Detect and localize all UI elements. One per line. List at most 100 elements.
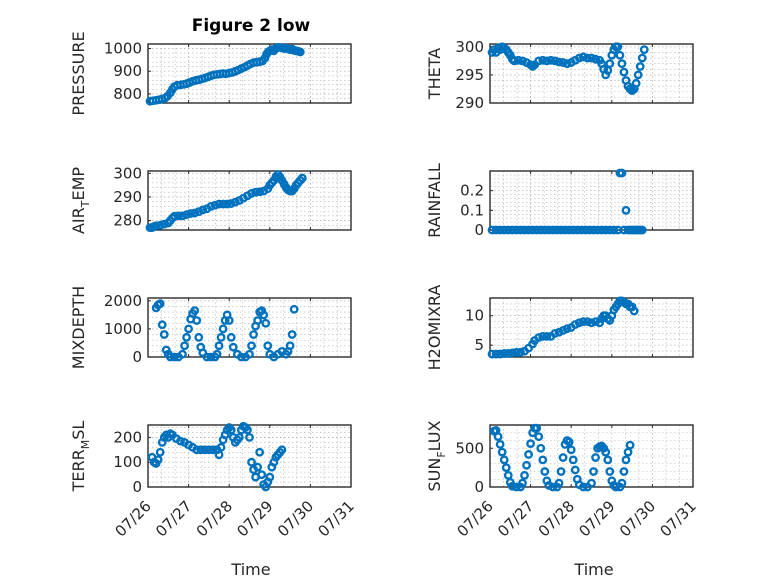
x-tick-label: 07/31 (315, 497, 358, 540)
data-point (253, 462, 263, 472)
data-point (153, 455, 163, 465)
data-point (516, 225, 525, 235)
y-axis-label-main: TERR (69, 449, 88, 492)
axes-background (147, 43, 352, 104)
data-point (487, 225, 497, 235)
x-tick-label: 07/27 (494, 497, 537, 540)
y-axis-label: SUNFLUX (425, 420, 448, 491)
subplot-h2omixra: 5 10 H2OMIXRA (425, 285, 694, 371)
data-point (534, 56, 544, 66)
data-point (184, 324, 194, 334)
data-point (583, 317, 592, 326)
data-point (204, 445, 214, 455)
data-point (285, 341, 295, 351)
data-point (522, 460, 531, 470)
x-tick-label: 07/30 (616, 497, 659, 540)
data-point (261, 318, 271, 328)
data-point (182, 332, 191, 342)
data-point (581, 225, 590, 235)
y-tick-label: 0 (474, 478, 484, 496)
data-point (629, 306, 639, 316)
data-point (226, 332, 236, 342)
data-point (536, 443, 546, 453)
data-point (155, 447, 165, 457)
data-point (196, 445, 206, 455)
data-point (570, 465, 580, 475)
y-axis-label-main: SUN (425, 458, 444, 492)
data-point (224, 316, 234, 325)
data-point (491, 349, 501, 359)
x-tick-label: 07/27 (152, 497, 195, 540)
data-point (487, 349, 497, 359)
data-point (578, 317, 588, 326)
data-point (587, 53, 596, 63)
data-point (540, 467, 550, 476)
y-tick-label: 500 (455, 439, 484, 457)
data-point (503, 225, 513, 235)
data-point (495, 349, 505, 359)
data-point (206, 201, 216, 211)
axes-background (489, 43, 694, 104)
y-tick-label: 200 (113, 428, 142, 446)
data-point (601, 225, 611, 235)
data-point (255, 447, 265, 457)
data-point (611, 482, 621, 492)
data-point (214, 341, 224, 351)
data-point (639, 45, 649, 55)
data-point (528, 225, 538, 235)
y-tick-label: 10 (465, 307, 484, 325)
data-point (572, 225, 582, 235)
y-axis-label: THETA (425, 48, 444, 100)
data-point (234, 432, 244, 442)
data-point (178, 211, 187, 221)
data-point (257, 470, 267, 479)
data-point (587, 478, 596, 488)
data-point (548, 482, 558, 492)
data-point (216, 332, 226, 342)
data-point (578, 52, 588, 62)
y-tick-label: 5 (474, 336, 484, 354)
y-tick-label: 0 (474, 221, 484, 239)
y-tick-label: 280 (113, 212, 142, 230)
data-point (593, 225, 602, 235)
data-point (495, 225, 505, 235)
data-point (546, 55, 556, 65)
data-point (190, 208, 200, 218)
y-axis-label: H2OMIXRA (425, 285, 444, 371)
y-axis-label: MIXDEPTH (69, 286, 88, 369)
data-point (155, 299, 165, 309)
y-axis-label: RAINFALL (425, 163, 444, 238)
data-point (526, 439, 535, 448)
y-axis-label-tail: LUX (425, 420, 444, 451)
y-tick-label: 0.1 (460, 201, 484, 219)
data-point (202, 352, 212, 362)
data-point (550, 328, 560, 338)
data-point (558, 453, 568, 462)
data-point (200, 445, 210, 455)
y-tick-label: 290 (455, 94, 484, 112)
data-point (295, 47, 305, 57)
data-point (552, 225, 562, 235)
data-point (554, 478, 564, 488)
data-point (585, 225, 594, 235)
data-point (174, 211, 183, 221)
data-point (558, 58, 568, 67)
data-point (548, 225, 558, 235)
data-point (218, 324, 228, 334)
data-point (182, 210, 191, 220)
data-point (194, 332, 204, 342)
data-point (169, 211, 179, 221)
data-point (265, 472, 275, 482)
y-tick-label: 1000 (104, 40, 142, 58)
data-point (210, 200, 220, 210)
y-tick-label: 0 (132, 348, 142, 366)
y-axis-label: TERRMSL (69, 421, 92, 493)
data-point (165, 352, 175, 362)
data-point (499, 225, 509, 235)
data-point (226, 199, 236, 208)
data-point (597, 225, 607, 235)
data-point (564, 437, 574, 447)
data-point (514, 55, 523, 65)
x-tick-label: 07/29 (575, 497, 618, 540)
axes-background (147, 170, 352, 231)
